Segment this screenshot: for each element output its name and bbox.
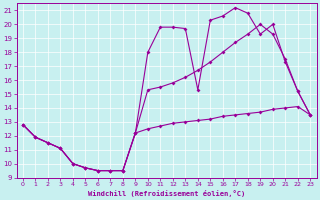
X-axis label: Windchill (Refroidissement éolien,°C): Windchill (Refroidissement éolien,°C) <box>88 190 245 197</box>
